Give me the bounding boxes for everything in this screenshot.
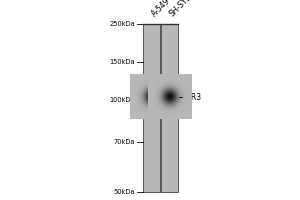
Text: SH-SY5Y: SH-SY5Y — [168, 0, 197, 18]
Text: 70kDa: 70kDa — [113, 139, 135, 145]
Text: 150kDa: 150kDa — [110, 59, 135, 65]
Text: 100kDa: 100kDa — [110, 97, 135, 103]
Text: TLR3: TLR3 — [183, 92, 202, 102]
Text: A-549: A-549 — [150, 0, 172, 18]
Bar — [161, 24, 178, 192]
Bar — [143, 24, 160, 192]
Text: 250kDa: 250kDa — [109, 21, 135, 27]
Text: 50kDa: 50kDa — [113, 189, 135, 195]
